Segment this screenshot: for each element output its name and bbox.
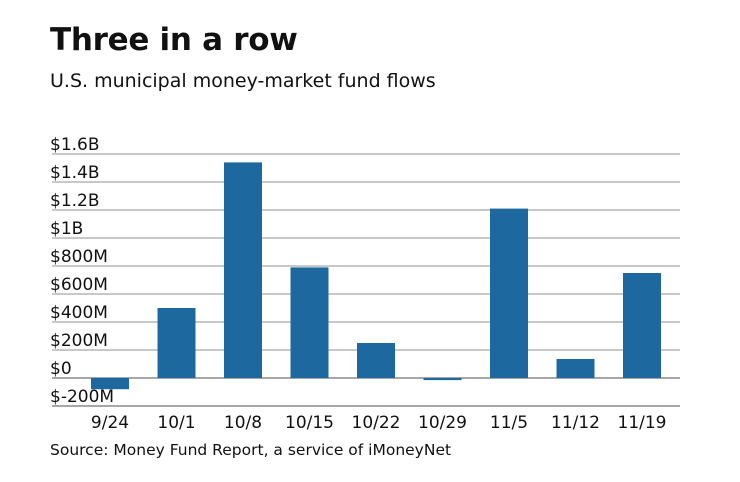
x-tick-label: 9/24 — [91, 413, 129, 433]
x-tick-label: 10/22 — [352, 413, 401, 433]
bar-10-15 — [290, 267, 329, 378]
bar-10-1 — [157, 308, 196, 378]
x-tick-label: 10/29 — [418, 413, 467, 433]
bar-9-24 — [91, 378, 129, 390]
x-tick-label: 10/8 — [224, 413, 262, 433]
y-tick-label: $1.4B — [50, 163, 100, 183]
chart-title: Three in a row — [50, 22, 298, 58]
x-axis-labels: 9/24 10/1 10/8 10/15 10/22 10/29 11/5 11/12 11/1… — [91, 413, 667, 433]
bar-10-8 — [224, 162, 262, 378]
bar-11-19 — [623, 273, 661, 378]
bar-11-12 — [556, 358, 595, 378]
y-axis-labels: $1.6B $1.4B $1.2B $1B $800M $600M $400M $200M $0… — [50, 135, 114, 407]
bar-11-5 — [490, 208, 528, 378]
source-note: Source: Money Fund Report, a service of … — [50, 441, 452, 459]
y-tick-label: $800M — [50, 247, 108, 267]
y-tick-label: $1.2B — [50, 191, 100, 211]
bar-10-29 — [423, 378, 462, 381]
x-tick-label: 11/19 — [618, 413, 667, 433]
chart-subtitle: U.S. municipal money-market fund flows — [50, 70, 436, 92]
x-tick-label: 11/12 — [551, 413, 600, 433]
x-tick-label: 10/15 — [285, 413, 334, 433]
y-tick-label: $200M — [50, 331, 108, 351]
y-tick-label: $0 — [50, 359, 72, 379]
y-tick-label: $1B — [50, 219, 83, 239]
y-tick-label: $600M — [50, 275, 108, 295]
y-tick-label: $-200M — [50, 387, 114, 407]
bar-10-22 — [357, 343, 395, 378]
bars — [91, 162, 661, 390]
y-tick-label: $400M — [50, 303, 108, 323]
x-tick-label: 10/1 — [157, 413, 195, 433]
y-tick-label: $1.6B — [50, 135, 100, 155]
x-tick-label: 11/5 — [490, 413, 528, 433]
